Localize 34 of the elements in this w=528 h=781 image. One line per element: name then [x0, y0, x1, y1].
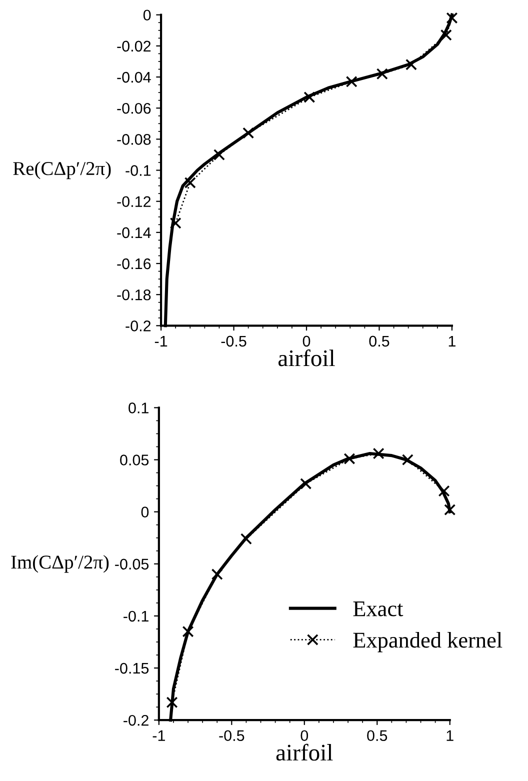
y-tick-label: -0.15 [115, 662, 149, 674]
y-tick-label: -0.1 [126, 165, 151, 176]
y-tick-label: -0.06 [117, 102, 151, 114]
x-axis-title: airfoil [276, 744, 333, 761]
x-tick-label: 0.5 [369, 336, 390, 347]
x-tick-label: 0.5 [367, 730, 388, 742]
y-axis-title: Re(CΔp′/2π) [13, 161, 111, 180]
y-tick-label: 0 [143, 10, 151, 21]
x-tick-label: 0 [302, 336, 310, 347]
y-tick-label: -0.2 [126, 320, 151, 332]
x-tick-label: -1 [152, 730, 165, 741]
legend-label: Expanded kernel [353, 632, 502, 652]
y-tick-label: 0.1 [128, 402, 148, 414]
y-tick-label: -0.05 [115, 558, 149, 570]
y-tick-label: -0.12 [117, 196, 151, 208]
legend-label: Exact [353, 602, 404, 616]
x-tick-label: 1 [448, 336, 456, 346]
x-axis-title: airfoil [278, 349, 335, 366]
y-tick-label: -0.16 [117, 258, 151, 270]
x-tick-label: 0 [300, 730, 308, 742]
x-tick-label: -1 [154, 336, 168, 346]
y-tick-label: -0.02 [117, 40, 151, 52]
y-tick-label: -0.1 [124, 610, 148, 622]
y-tick-label: 0 [141, 506, 149, 518]
y-tick-label: -0.04 [117, 72, 151, 83]
x-tick-label: 1 [446, 730, 454, 741]
y-tick-label: -0.14 [117, 227, 151, 238]
x-tick-label: -0.5 [221, 336, 246, 347]
y-tick-label: -0.2 [124, 714, 148, 726]
y-tick-label: -0.18 [117, 289, 151, 300]
y-axis-title: Im(CΔp′/2π) [11, 555, 109, 573]
y-tick-label: 0.05 [120, 454, 149, 466]
y-tick-label: -0.08 [117, 134, 151, 145]
x-tick-label: -0.5 [219, 730, 244, 742]
